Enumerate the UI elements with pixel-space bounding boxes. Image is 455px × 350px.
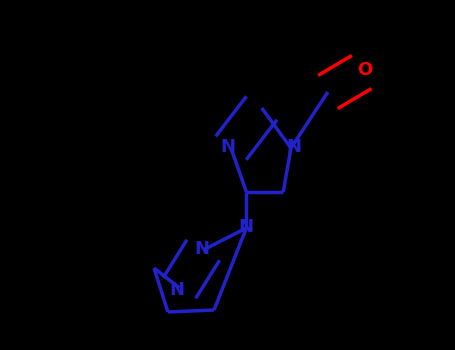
Text: N: N xyxy=(194,240,209,258)
Text: N: N xyxy=(239,218,254,236)
Text: N: N xyxy=(286,138,301,156)
Text: N: N xyxy=(169,281,184,299)
Text: O: O xyxy=(358,61,373,79)
Text: N: N xyxy=(221,138,236,156)
